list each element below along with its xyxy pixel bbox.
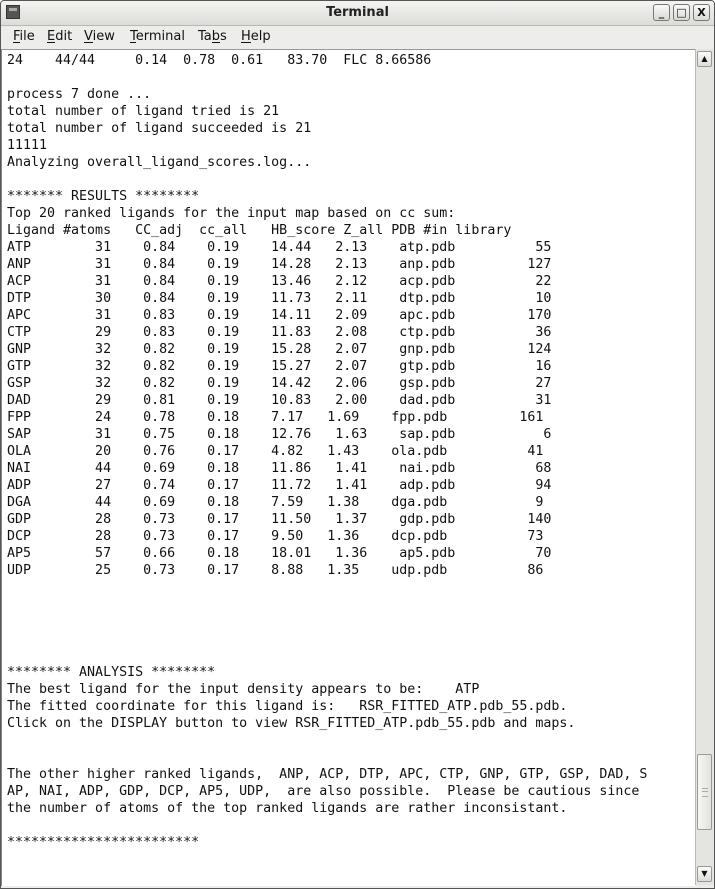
terminal-line: DGA 44 0.69 0.18 7.59 1.38 dga.pdb 9: [7, 495, 544, 510]
terminal-line: [7, 630, 647, 647]
terminal-line: [7, 613, 647, 630]
terminal-line: AP, NAI, ADP, GDP, DCP, AP5, UDP, are al…: [7, 784, 640, 799]
terminal-line: ADP 27 0.74 0.17 11.72 1.41 adp.pdb 94: [7, 478, 552, 493]
menu-view[interactable]: View: [84, 29, 115, 44]
terminal-line: ******** ANALYSIS ********: [7, 665, 216, 680]
mnemonic-underline: [13, 42, 20, 43]
terminal-line: [7, 579, 647, 596]
terminal-line: GDP 28 0.73 0.17 11.50 1.37 gdp.pdb 140: [7, 512, 552, 527]
terminal-line: The fitted coordinate for this ligand is…: [7, 699, 568, 714]
terminal-line: The other higher ranked ligands, ANP, AC…: [7, 767, 648, 782]
terminal-line: DCP 28 0.73 0.17 9.50 1.36 dcp.pdb 73: [7, 529, 544, 544]
terminal-line: process 7 done ...: [7, 87, 152, 102]
terminal-line: GSP 32 0.82 0.19 14.42 2.06 gsp.pdb 27: [7, 376, 552, 391]
menu-help[interactable]: Help: [241, 29, 271, 44]
terminal-line: NAI 44 0.69 0.18 11.86 1.41 nai.pdb 68: [7, 461, 552, 476]
terminal-line: 11111: [7, 138, 48, 153]
terminal-line: Ligand #atoms CC_adj cc_all HB_score Z_a…: [7, 223, 512, 238]
terminal-line: total number of ligand succeeded is 21: [7, 121, 312, 136]
mnemonic-underline: [84, 42, 93, 43]
title-bar[interactable]: Terminal _ □ X: [1, 1, 714, 26]
terminal-line: ANP 31 0.84 0.19 14.28 2.13 anp.pdb 127: [7, 257, 552, 272]
vertical-scrollbar[interactable]: ▲ ▼: [695, 49, 714, 885]
mnemonic-underline: [47, 42, 56, 43]
terminal-line: CTP 29 0.83 0.19 11.83 2.08 ctp.pdb 36: [7, 325, 552, 340]
terminal-line: GNP 32 0.82 0.19 15.28 2.07 gnp.pdb 124: [7, 342, 552, 357]
terminal-output[interactable]: 24 44/44 0.14 0.78 0.61 83.70 FLC 8.6658…: [1, 49, 696, 886]
menu-bar: File Edit View Terminal Tabs Help: [1, 26, 714, 49]
terminal-line: 24 44/44 0.14 0.78 0.61 83.70 FLC 8.6658…: [7, 53, 432, 68]
terminal-icon[interactable]: [6, 5, 20, 19]
terminal-lines: 24 44/44 0.14 0.78 0.61 83.70 FLC 8.6658…: [7, 52, 647, 851]
menu-file[interactable]: File: [13, 29, 35, 44]
terminal-line: [7, 647, 647, 664]
terminal-line: OLA 20 0.76 0.17 4.82 1.43 ola.pdb 41: [7, 444, 544, 459]
scrollbar-thumb[interactable]: [697, 753, 712, 830]
terminal-line: The best ligand for the input density ap…: [7, 682, 480, 697]
terminal-line: ATP 31 0.84 0.19 14.44 2.13 atp.pdb 55: [7, 240, 552, 255]
terminal-line: [7, 817, 647, 834]
terminal-line: Top 20 ranked ligands for the input map …: [7, 206, 456, 221]
terminal-line: FPP 24 0.78 0.18 7.17 1.69 fpp.pdb 161: [7, 410, 544, 425]
mnemonic-underline: [130, 42, 136, 43]
scroll-down-icon[interactable]: ▼: [697, 866, 712, 882]
terminal-line: ACP 31 0.84 0.19 13.46 2.12 acp.pdb 22: [7, 274, 552, 289]
terminal-line: [7, 171, 647, 188]
minimize-button[interactable]: _: [653, 4, 670, 21]
terminal-line: [7, 596, 647, 613]
terminal-line: DAD 29 0.81 0.19 10.83 2.00 dad.pdb 31: [7, 393, 552, 408]
terminal-line: DTP 30 0.84 0.19 11.73 2.11 dtp.pdb 10: [7, 291, 552, 306]
terminal-line: [7, 732, 647, 749]
menu-tabs[interactable]: Tabs: [198, 29, 227, 44]
terminal-line: UDP 25 0.73 0.17 8.88 1.35 udp.pdb 86: [7, 563, 544, 578]
mnemonic-underline: [241, 42, 251, 43]
menu-terminal[interactable]: Terminal: [130, 29, 185, 44]
terminal-line: Click on the DISPLAY button to view RSR_…: [7, 716, 576, 731]
terminal-line: Analyzing overall_ligand_scores.log...: [7, 155, 312, 170]
terminal-line: GTP 32 0.82 0.19 15.27 2.07 gtp.pdb 16: [7, 359, 552, 374]
grip-icon: [702, 787, 708, 797]
terminal-line: AP5 57 0.66 0.18 18.01 1.36 ap5.pdb 70: [7, 546, 552, 561]
terminal-line: total number of ligand tried is 21: [7, 104, 280, 119]
maximize-button[interactable]: □: [673, 4, 690, 21]
close-button[interactable]: X: [693, 4, 710, 21]
mnemonic-underline: [211, 42, 221, 43]
scroll-up-icon[interactable]: ▲: [697, 51, 712, 67]
window-title: Terminal: [326, 5, 389, 20]
terminal-line: APC 31 0.83 0.19 14.11 2.09 apc.pdb 170: [7, 308, 552, 323]
terminal-line: ******* RESULTS ********: [7, 189, 200, 204]
terminal-line: ************************: [7, 835, 200, 850]
terminal-line: [7, 69, 647, 86]
menu-edit[interactable]: Edit: [47, 29, 73, 44]
terminal-line: SAP 31 0.75 0.18 12.76 1.63 sap.pdb 6: [7, 427, 552, 442]
terminal-line: [7, 749, 647, 766]
terminal-line: the number of atoms of the top ranked li…: [7, 801, 568, 816]
